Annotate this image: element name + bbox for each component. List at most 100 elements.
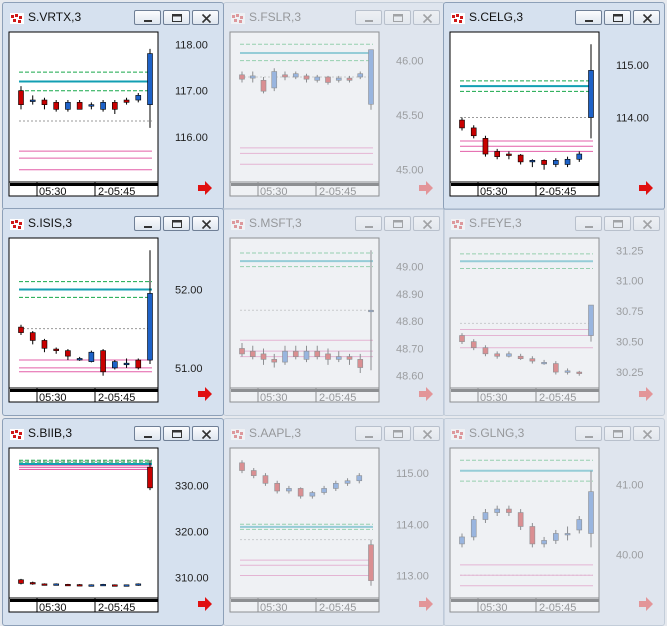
plot-area[interactable] [229,447,380,599]
candle-body [29,582,36,585]
y-tick-label: 41.00 [616,480,644,492]
chart-window-biib[interactable]: S.BIIB,3 330.00 320.00 310.00 05:30 2-05:45 [2,418,224,626]
candle-body [588,491,594,534]
chart-window-feye[interactable]: S.FEYE,3 31.25 31.00 30.75 30.50 30.25 05:30 2-… [443,208,665,416]
title-bar[interactable]: S.VRTX,3 [3,3,223,29]
candle-body [553,533,559,541]
close-button[interactable] [633,426,660,441]
candle-body [333,483,339,489]
plot-area[interactable] [8,447,159,599]
minimize-button[interactable] [355,10,382,25]
candle-body [282,350,288,363]
close-button[interactable] [413,10,440,25]
window-title: S.FSLR,3 [249,10,302,24]
candlestick-chart: 115.00 114.00 113.00 05:30 2-05:45 [229,447,429,614]
chart-window-glng[interactable]: S.GLNG,3 41.00 40.00 05:30 2-05:45 [443,418,665,626]
plot-area[interactable] [229,31,380,183]
maximize-button[interactable] [384,216,411,231]
candle-body [76,358,83,361]
title-bar[interactable]: S.BIIB,3 [3,419,223,445]
title-bar[interactable]: S.CELG,3 [444,3,664,29]
title-bar[interactable]: S.GLNG,3 [444,419,664,445]
candle-body [494,353,500,357]
minimize-button[interactable] [575,10,602,25]
minimize-icon [365,436,373,438]
minimize-button[interactable] [134,10,161,25]
close-button[interactable] [633,10,660,25]
chart-window-msft[interactable]: S.MSFT,3 49.00 48.90 48.80 48.70 48.60 05:30 2-… [223,208,445,416]
candle-body [482,347,489,355]
title-bar[interactable]: S.ISIS,3 [3,209,223,235]
maximize-icon [613,220,623,228]
plot-area[interactable] [8,31,159,183]
minimize-button[interactable] [355,426,382,441]
title-bar[interactable]: S.FEYE,3 [444,209,664,235]
close-button[interactable] [413,426,440,441]
y-tick-label: 40.00 [616,549,644,561]
time-axis-bar [231,599,379,602]
scroll-right-arrow-icon[interactable] [197,181,213,195]
close-button[interactable] [413,216,440,231]
chart-window-aapl[interactable]: S.AAPL,3 115.00 114.00 113.00 05:30 2-05:45 [223,418,445,626]
maximize-button[interactable] [604,426,631,441]
close-icon [201,429,212,440]
close-button[interactable] [192,426,219,441]
scroll-right-arrow-icon[interactable] [197,597,213,611]
close-button[interactable] [192,216,219,231]
maximize-button[interactable] [384,10,411,25]
minimize-icon [365,226,373,228]
maximize-button[interactable] [163,426,190,441]
chart-window-vrtx[interactable]: S.VRTX,3 118.00 117.00 116.00 05:30 2-05:45 [2,2,224,210]
candle-body [271,359,278,363]
candle-body [314,76,321,81]
minimize-icon [585,20,593,22]
minimize-icon [585,226,593,228]
title-bar[interactable]: S.FSLR,3 [224,3,444,29]
scroll-right-arrow-icon[interactable] [418,181,434,195]
chart-window-fslr[interactable]: S.FSLR,3 46.00 45.50 45.00 05:30 2-05:45 [223,2,445,210]
maximize-button[interactable] [163,10,190,25]
candle-body [576,371,583,374]
y-tick-label: 118.00 [175,39,208,51]
close-button[interactable] [633,216,660,231]
title-bar[interactable]: S.MSFT,3 [224,209,444,235]
title-bar[interactable]: S.AAPL,3 [224,419,444,445]
candle-body [65,102,71,110]
maximize-icon [393,430,403,438]
scroll-right-arrow-icon[interactable] [418,387,434,401]
maximize-button[interactable] [163,216,190,231]
scroll-right-arrow-icon[interactable] [638,597,654,611]
chart-window-celg[interactable]: S.CELG,3 115.00 114.00 05:30 2-05:45 [443,2,665,210]
plot-area[interactable] [449,31,600,183]
chart-window-isis[interactable]: S.ISIS,3 52.00 51.00 05:30 2-05:45 [2,208,224,416]
plot-area[interactable] [449,447,600,599]
minimize-button[interactable] [575,426,602,441]
minimize-button[interactable] [355,216,382,231]
scroll-right-arrow-icon[interactable] [197,387,213,401]
candle-body [41,99,48,105]
minimize-icon [365,20,373,22]
maximize-button[interactable] [604,10,631,25]
plot-area[interactable] [8,237,159,389]
scroll-right-arrow-icon[interactable] [638,181,654,195]
scroll-right-arrow-icon[interactable] [418,597,434,611]
candle-body [529,358,536,362]
candle-body [529,160,536,163]
maximize-icon [393,14,403,22]
x-tick-label: 2-05:45 [539,392,576,404]
candle-body [346,356,353,360]
close-button[interactable] [192,10,219,25]
plot-area[interactable] [449,237,600,389]
scroll-right-arrow-icon[interactable] [638,387,654,401]
minimize-button[interactable] [134,426,161,441]
plot-area[interactable] [229,237,380,389]
candle-body [262,475,269,484]
minimize-button[interactable] [134,216,161,231]
maximize-button[interactable] [384,426,411,441]
trading-app-icon [231,427,245,440]
minimize-button[interactable] [575,216,602,231]
candle-body [88,351,95,362]
candle-body [368,49,374,105]
y-tick-label: 30.75 [616,306,644,318]
maximize-button[interactable] [604,216,631,231]
